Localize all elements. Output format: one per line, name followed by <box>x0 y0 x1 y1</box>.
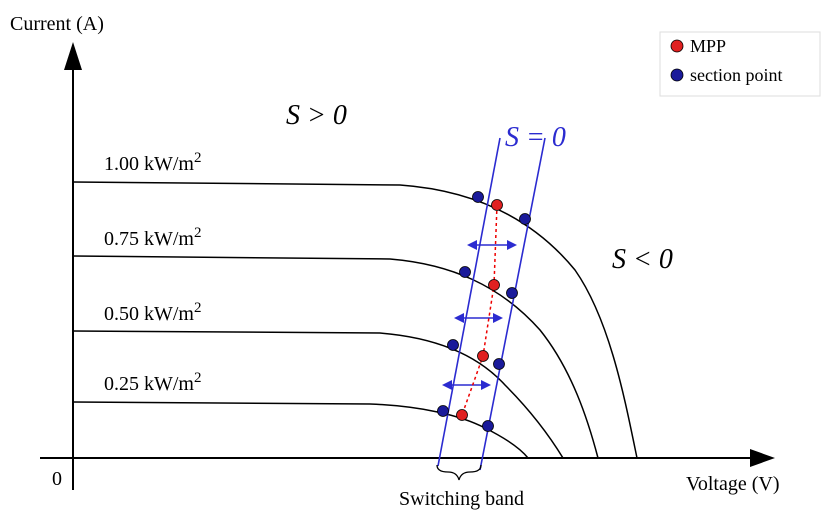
mpp-point <box>489 280 500 291</box>
section-point <box>483 421 494 432</box>
y-label: Current (A) <box>10 13 104 35</box>
curve-sup: 2 <box>194 370 202 386</box>
section-point <box>494 359 505 370</box>
legend: MPP section point <box>660 32 820 96</box>
iv-curve <box>73 256 598 458</box>
mpp-point <box>492 200 503 211</box>
curve-label: 0.50 kW/m2 <box>104 300 202 325</box>
section-point <box>473 192 484 203</box>
legend-box <box>660 32 820 96</box>
curve-sup: 2 <box>194 150 202 166</box>
curve-label: 0.25 kW/m2 <box>104 370 202 395</box>
section-point <box>507 288 518 299</box>
curve-text: 0.50 kW/m <box>104 303 194 325</box>
y-arrow <box>64 42 82 70</box>
curve-text: 1.00 kW/m <box>104 153 194 175</box>
legend-label: section point <box>690 65 783 85</box>
legend-swatch <box>671 69 683 81</box>
band-line <box>480 138 545 470</box>
region-positive: S > 0 <box>286 100 347 131</box>
band-brace <box>437 465 481 480</box>
legend-swatch <box>671 40 683 52</box>
section-point <box>448 340 459 351</box>
curve-text: 0.25 kW/m <box>104 373 194 395</box>
curve-label: 0.75 kW/m2 <box>104 225 202 250</box>
region-negative: S < 0 <box>612 244 673 275</box>
curve-sup: 2 <box>194 300 202 316</box>
origin-label: 0 <box>52 468 62 490</box>
curve-label: 1.00 kW/m2 <box>104 150 202 175</box>
x-arrow <box>750 449 775 467</box>
section-point <box>460 267 471 278</box>
diagram: Current (A) Voltage (V) 0 1.00 kW/m2 0.7… <box>0 0 822 515</box>
section-point <box>438 406 449 417</box>
mpp-point <box>457 410 468 421</box>
band-label: Switching band <box>399 488 524 510</box>
section-point <box>520 214 531 225</box>
curve-sup: 2 <box>194 225 202 241</box>
mpp-point <box>478 351 489 362</box>
curve-text: 0.75 kW/m <box>104 228 194 250</box>
region-zero: S = 0 <box>505 122 566 153</box>
legend-label: MPP <box>690 36 726 56</box>
x-label: Voltage (V) <box>686 473 780 495</box>
